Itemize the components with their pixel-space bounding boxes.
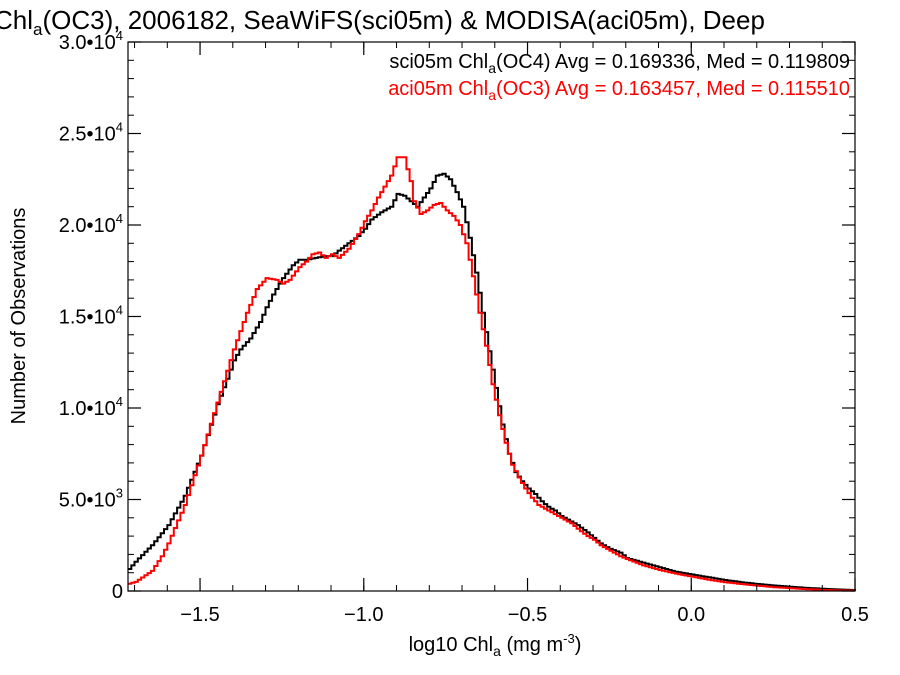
y-tick-label: 1.5•104 (59, 303, 123, 329)
legend: sci05m Chla(OC4) Avg = 0.169336, Med = 0… (388, 51, 850, 103)
y-tick-label: 3.0•104 (59, 28, 123, 54)
series-layer (128, 156, 856, 592)
chart-title-sub: a (33, 20, 43, 39)
y-axis-label: Number of Observations (8, 208, 30, 425)
chart-title: Chla(OC3), 2006182, SeaWiFS(sci05m) & MO… (0, 5, 765, 39)
x-tick-label: −0.5 (508, 604, 547, 626)
series-line-1 (128, 156, 856, 592)
x-tick-label: 0.0 (677, 604, 705, 626)
x-tick-label: −1.5 (180, 604, 219, 626)
chart-title-post: (OC3), 2006182, SeaWiFS(sci05m) & MODISA… (42, 5, 764, 35)
x-axis-label: log10 Chla (mg m-3) (409, 631, 582, 659)
chart-title-pre: Chl (0, 5, 33, 35)
y-tick-label: 2.5•104 (59, 120, 123, 146)
x-tick-label: −1.0 (344, 604, 383, 626)
y-tick-label: 5.0•103 (59, 486, 123, 512)
legend-entry-sci05m: sci05m Chla(OC4) Avg = 0.169336, Med = 0… (389, 51, 850, 76)
axis-layer: −1.5 −1.0 −0.5 0.0 0.5 0 5.0•103 1.0•104 1.5•104… (59, 28, 869, 626)
y-tick-label: 1.0•104 (59, 394, 123, 420)
y-tick-label: 0 (112, 581, 123, 603)
x-tick-label: 0.5 (841, 604, 869, 626)
y-tick-label: 2.0•104 (59, 211, 123, 237)
legend-entry-aci05m: aci05m Chla(OC3) Avg = 0.163457, Med = 0… (388, 78, 850, 103)
